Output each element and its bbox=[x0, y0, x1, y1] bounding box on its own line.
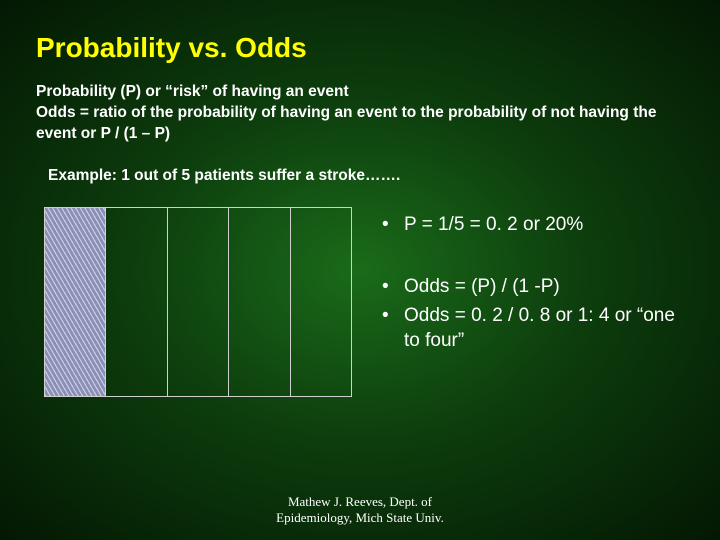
footer-line-1: Mathew J. Reeves, Dept. of bbox=[0, 494, 720, 510]
footer-attribution: Mathew J. Reeves, Dept. of Epidemiology,… bbox=[0, 494, 720, 527]
definition-probability: Probability (P) or “risk” of having an e… bbox=[36, 82, 684, 103]
definition-odds: Odds = ratio of the probability of havin… bbox=[36, 103, 684, 145]
bar-segment bbox=[229, 208, 290, 396]
bullet-odds-formula: Odds = (P) / (1 -P) bbox=[382, 275, 690, 300]
footer-line-2: Epidemiology, Mich State Univ. bbox=[0, 510, 720, 526]
bar-segment bbox=[291, 208, 351, 396]
slide-title: Probability vs. Odds bbox=[0, 0, 720, 64]
bar-segment bbox=[106, 208, 167, 396]
bar-diagram bbox=[44, 207, 352, 397]
bullet-list: P = 1/5 = 0. 2 or 20% Odds = (P) / (1 -P… bbox=[352, 207, 690, 397]
bullet-probability: P = 1/5 = 0. 2 or 20% bbox=[382, 213, 690, 238]
bar-segment bbox=[168, 208, 229, 396]
example-text: Example: 1 out of 5 patients suffer a st… bbox=[0, 145, 720, 185]
definitions-block: Probability (P) or “risk” of having an e… bbox=[0, 64, 720, 145]
bullet-odds-value: Odds = 0. 2 / 0. 8 or 1: 4 or “one to fo… bbox=[382, 304, 690, 353]
bar-segment-hatched bbox=[45, 208, 106, 396]
content-row: P = 1/5 = 0. 2 or 20% Odds = (P) / (1 -P… bbox=[0, 207, 720, 397]
